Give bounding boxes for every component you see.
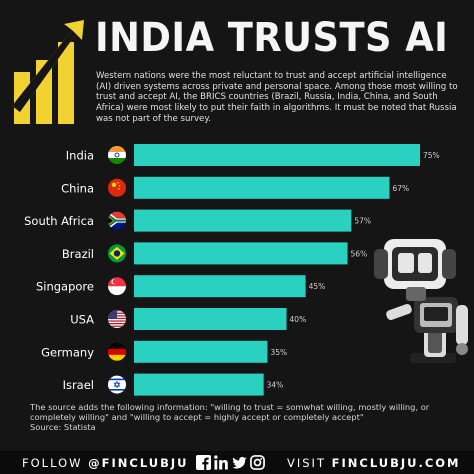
value-label: 45%: [309, 282, 326, 291]
value-label: 35%: [270, 348, 287, 357]
category-label: USA: [70, 313, 94, 327]
israel-flag-icon: [108, 375, 126, 394]
visit-label: VISIT: [287, 456, 326, 470]
india-flag-icon: [108, 146, 126, 164]
value-label: 75%: [423, 151, 440, 160]
social-icons: [196, 455, 265, 470]
instagram-icon[interactable]: [250, 455, 265, 470]
twitter-icon[interactable]: [232, 455, 247, 470]
value-label: 57%: [354, 217, 371, 226]
category-label: South Africa: [24, 214, 94, 228]
value-label: 40%: [290, 315, 307, 324]
value-label: 34%: [267, 381, 284, 390]
footer-follow: FOLLOW @FINCLUBJU: [22, 456, 189, 470]
footnote: The source adds the following informatio…: [30, 402, 450, 433]
china-flag-icon: [108, 178, 126, 197]
bar-china: [134, 176, 390, 199]
bar-india: [134, 144, 420, 166]
category-label: Brazil: [62, 247, 94, 261]
bar-israel: [134, 373, 264, 396]
facebook-icon[interactable]: [196, 455, 211, 470]
follow-label: FOLLOW: [22, 456, 83, 470]
visit-url[interactable]: FINCLUBJU.COM: [331, 456, 461, 470]
category-label: Germany: [41, 345, 94, 359]
page-subtitle: Western nations were the most reluctant …: [96, 71, 458, 124]
bar-brazil: [134, 242, 348, 265]
usa-flag-icon: [108, 310, 126, 328]
footer-visit: VISIT FINCLUBJU.COM: [287, 456, 461, 470]
bar-usa: [134, 308, 287, 330]
brazil-flag-icon: [108, 244, 126, 263]
source-text: Source: Statista: [30, 422, 96, 433]
category-label: Singapore: [36, 280, 94, 294]
singapore-flag-icon: [108, 277, 126, 296]
robot-illustration: [374, 239, 468, 363]
follow-handle[interactable]: @FINCLUBJU: [88, 456, 189, 470]
value-label: 67%: [392, 184, 409, 193]
south-africa-flag-icon: [108, 211, 126, 230]
category-label: India: [66, 149, 94, 163]
germany-flag-icon: [108, 342, 126, 361]
footer-bar: FOLLOW @FINCLUBJU VISIT FINCLUBJU.COM: [0, 451, 474, 474]
value-label: 56%: [351, 249, 368, 258]
logo: [12, 20, 84, 124]
page-title: INDIA TRUSTS AI: [95, 15, 449, 61]
linkedin-icon[interactable]: [214, 455, 229, 470]
category-label: China: [61, 181, 94, 195]
category-label: Israel: [63, 378, 94, 392]
bar-germany: [134, 340, 268, 363]
bar-south-africa: [134, 209, 352, 232]
bar-singapore: [134, 275, 306, 298]
footnote-text: The source adds the following informatio…: [30, 402, 430, 423]
